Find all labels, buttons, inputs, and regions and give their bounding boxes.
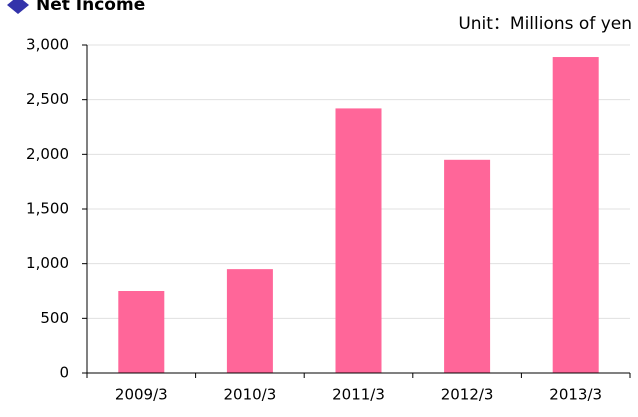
y-tick-label: 500 [40,309,69,327]
bar [444,159,491,373]
bar [335,108,382,373]
y-tick-label: 1,500 [26,200,69,218]
chart-title: Net Income [36,0,145,15]
bar [226,269,273,373]
y-tick-label: 0 [59,364,69,382]
x-tick-label: 2012/3 [441,386,494,404]
x-tick-label: 2009/3 [115,386,168,404]
y-tick-label: 2,000 [26,145,69,163]
x-tick-label: 2013/3 [549,386,602,404]
title-marker [7,0,29,14]
x-tick-label: 2011/3 [332,386,385,404]
y-tick-label: 2,500 [26,90,69,108]
chart-subtitle: Unit：Millions of yen [458,14,632,34]
y-tick-label: 1,000 [26,254,69,272]
y-tick-label: 3,000 [26,36,69,54]
bar [552,57,599,373]
bar [118,291,165,373]
x-tick-label: 2010/3 [224,386,277,404]
